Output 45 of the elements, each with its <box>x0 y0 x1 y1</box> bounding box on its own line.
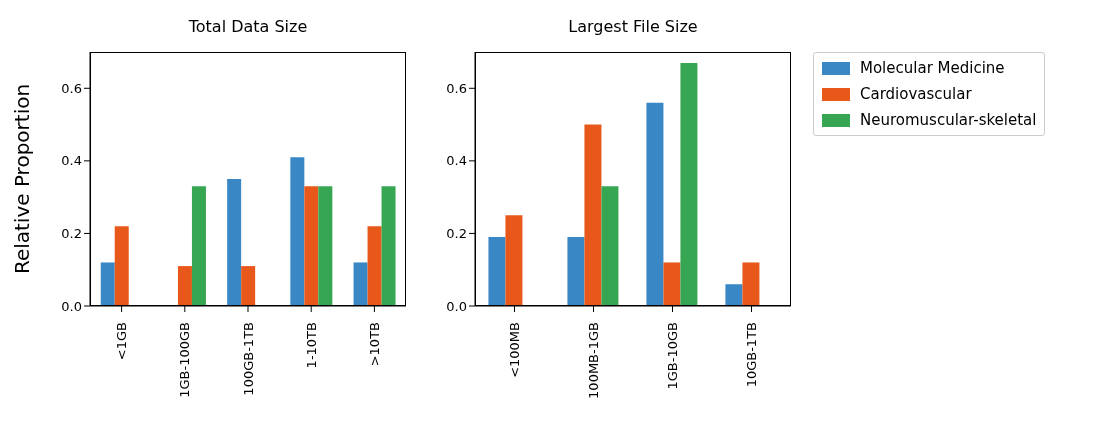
y-tick-label: 0.4 <box>61 153 82 169</box>
x-tick-label: >10TB <box>366 322 382 367</box>
bar <box>177 266 192 306</box>
bar <box>567 237 585 306</box>
y-tick-label: 0.2 <box>61 226 82 242</box>
bar <box>353 262 368 306</box>
y-tick-label: 0.6 <box>446 80 467 96</box>
bar <box>304 186 319 306</box>
bar <box>191 186 206 306</box>
bar <box>601 186 619 306</box>
bar <box>742 262 760 306</box>
x-tick-label: 100MB-1GB <box>586 322 601 399</box>
bar <box>381 186 396 306</box>
legend-label: Neuromuscular-skeletal <box>860 110 1037 131</box>
bar <box>646 102 664 306</box>
bar <box>725 284 743 306</box>
bar <box>367 226 382 306</box>
bar <box>584 124 602 306</box>
y-tick-label: 0.4 <box>446 153 467 169</box>
bar <box>227 179 242 306</box>
bar <box>680 62 698 306</box>
x-tick-label: <1GB <box>114 322 130 361</box>
chart-title: Total Data Size <box>187 16 309 38</box>
bar <box>488 237 506 306</box>
x-tick-label: 1GB-100GB <box>177 322 193 398</box>
bar <box>290 157 305 306</box>
chart-title: Largest File Size <box>567 16 699 38</box>
legend-label: Molecular Medicine <box>860 58 1005 79</box>
bar <box>114 226 129 306</box>
bar <box>505 215 523 306</box>
bar <box>241 266 256 306</box>
y-axis-title: Relative Proportion <box>10 83 35 275</box>
y-tick-label: 0.6 <box>61 80 82 96</box>
x-tick-label: 1GB-10GB <box>665 322 680 390</box>
x-tick-label: <100MB <box>507 322 522 378</box>
x-tick-label: 10GB-1TB <box>744 322 759 388</box>
y-tick-label: 0.0 <box>446 298 467 314</box>
y-tick-label: 0.0 <box>61 298 82 314</box>
bar <box>100 262 115 306</box>
bar <box>318 186 333 306</box>
y-tick-label: 0.2 <box>446 226 467 242</box>
x-tick-label: 100GB-1TB <box>240 322 256 396</box>
legend-label: Cardiovascular <box>860 84 972 105</box>
bar <box>663 262 681 306</box>
x-tick-label: 1-10TB <box>303 322 319 369</box>
